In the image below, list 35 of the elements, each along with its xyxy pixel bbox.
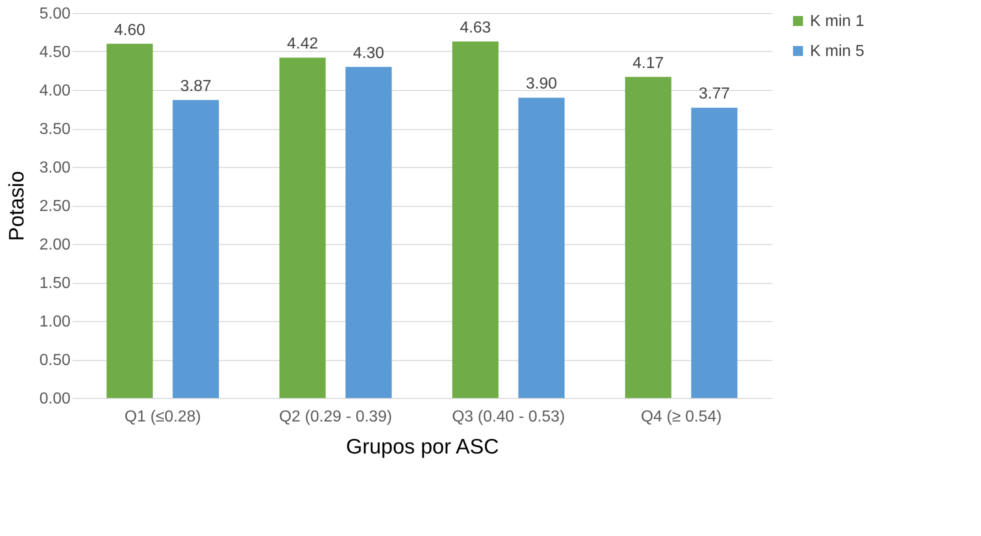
legend-label: K min 5 — [810, 43, 864, 60]
legend-label: K min 1 — [810, 13, 864, 30]
y-tick-label: 3.00 — [39, 160, 71, 176]
data-label: 4.63 — [460, 19, 492, 36]
y-tick-label: 1.00 — [39, 314, 71, 330]
y-tick-label: 1.50 — [39, 275, 71, 292]
x-tick-label: Q3 (0.40 - 0.53) — [452, 408, 565, 426]
bar — [106, 44, 153, 398]
data-label: 3.87 — [180, 78, 212, 96]
y-tick-label: 5.00 — [39, 6, 71, 22]
x-axis-title: Grupos por ASC — [346, 436, 499, 458]
data-label: 3.90 — [526, 76, 558, 93]
data-label: 4.42 — [286, 36, 318, 53]
x-tick-label: Q1 (≤0.28) — [124, 408, 201, 426]
y-tick-label: 0.00 — [39, 390, 71, 408]
y-tick-label: 4.00 — [39, 82, 71, 100]
data-label: 4.60 — [114, 22, 146, 39]
y-axis-title: Potasio — [5, 170, 28, 242]
bar — [452, 41, 499, 398]
bar — [279, 58, 326, 398]
data-label: 4.30 — [353, 44, 384, 62]
y-tick-label: 2.00 — [39, 236, 71, 254]
y-tick-label: 3.50 — [39, 121, 71, 138]
bar — [625, 76, 672, 398]
bar — [518, 98, 565, 398]
x-tick-label: Q4 (≥ 0.54) — [640, 408, 722, 426]
bar — [172, 100, 219, 398]
x-tick-label: Q2 (0.29 - 0.39) — [279, 408, 392, 426]
data-label: 3.77 — [698, 86, 730, 103]
bar — [345, 66, 392, 398]
y-tick-label: 0.50 — [39, 352, 71, 369]
y-tick-label: 2.50 — [39, 198, 71, 215]
data-label: 4.17 — [632, 54, 664, 72]
y-tick-label: 4.50 — [39, 44, 71, 61]
bar — [691, 108, 738, 398]
